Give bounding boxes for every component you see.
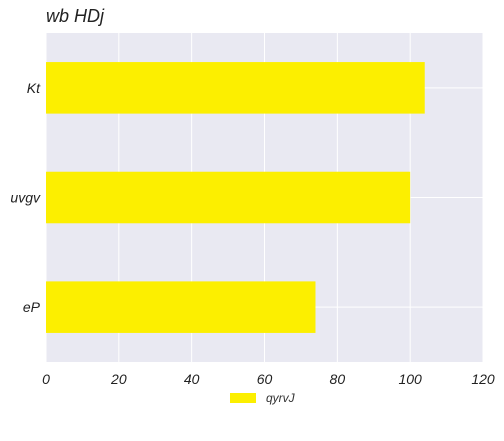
chart-title: wb HDj: [46, 6, 105, 26]
y-tick-label: uvgv: [10, 190, 41, 206]
x-tick-label: 120: [471, 371, 495, 387]
x-tick-label: 80: [330, 371, 346, 387]
y-tick-label: Kt: [27, 80, 41, 96]
bar-uvgv: [46, 171, 411, 224]
x-tick-label: 100: [398, 371, 422, 387]
x-tick-label: 60: [257, 371, 273, 387]
y-tick-label: eP: [23, 299, 41, 315]
x-tick-label: 40: [184, 371, 200, 387]
bar-ep: [46, 281, 316, 333]
legend: qyrvJ: [230, 391, 295, 405]
x-tick-label: 20: [110, 371, 127, 387]
legend-label: qyrvJ: [266, 391, 295, 405]
legend-swatch: [230, 393, 256, 403]
x-tick-label: 0: [42, 371, 50, 387]
bar-kt: [46, 62, 425, 114]
